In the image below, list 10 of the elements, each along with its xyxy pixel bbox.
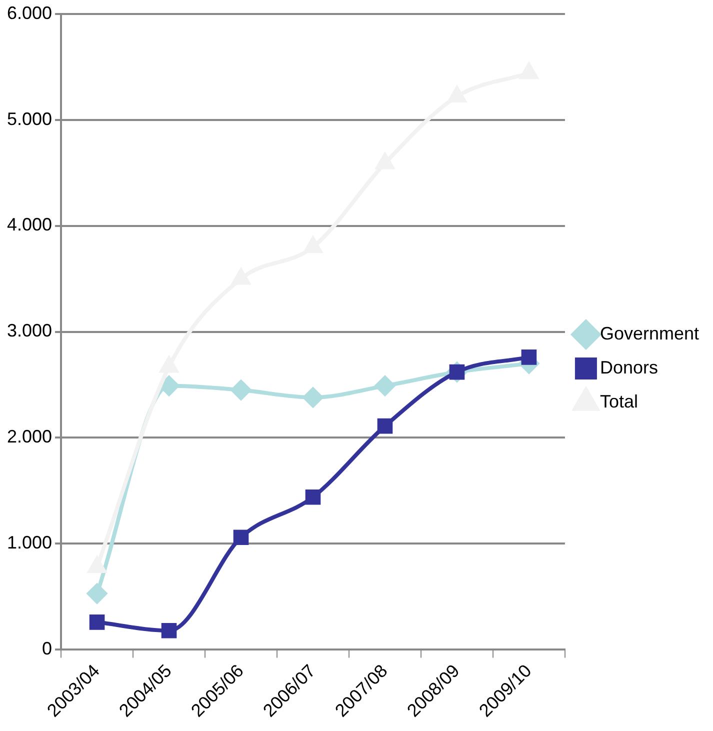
y-tick-label: 1.000 — [6, 532, 52, 553]
y-tick-label: 3.000 — [6, 320, 52, 341]
legend-label: Total — [600, 391, 638, 412]
y-tick-label: 4.000 — [6, 214, 52, 235]
y-tick-label: 2.000 — [6, 426, 52, 447]
legend-label: Donors — [600, 357, 658, 378]
y-tick-label: 5.000 — [6, 108, 52, 129]
y-tick-label: 6.000 — [6, 2, 52, 23]
legend-label: Government — [600, 323, 700, 344]
y-tick-label: 0 — [42, 638, 52, 659]
